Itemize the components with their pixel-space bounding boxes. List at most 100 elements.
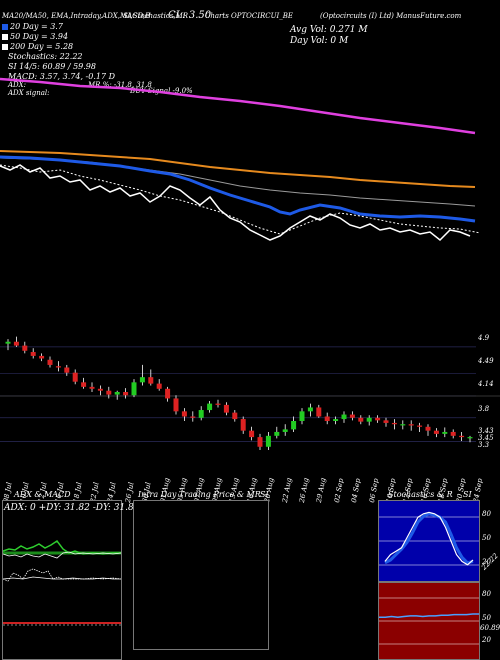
adx-panel-title: ADX & MACD (14, 490, 71, 499)
adx-minus-di (3, 551, 121, 559)
price-tick-5: 3.45 (478, 434, 494, 442)
candlestick-plot (0, 336, 500, 450)
candle-down (13, 341, 19, 346)
legend-ma20: 20 Day = 3.7 (10, 22, 63, 31)
candle-up (467, 437, 473, 439)
intraday-panel (133, 500, 269, 650)
candle-down (358, 417, 364, 422)
legend-ma200: 200 Day = 5.28 (10, 42, 74, 51)
candle-down (459, 435, 465, 438)
candle-up (207, 403, 213, 411)
price-tick-1: 4.49 (478, 357, 494, 365)
candle-down (72, 372, 78, 382)
legend-adx-signal: ADX signal: (8, 89, 50, 97)
stoch-panel-title: Stochastics & R (388, 490, 453, 499)
candle-up (139, 377, 145, 383)
stoch-k-line (384, 511, 474, 566)
candle-down (39, 355, 45, 359)
candles (5, 336, 473, 450)
intraday-si-title: SI (260, 490, 269, 499)
price-tick-2: 4.14 (478, 380, 494, 388)
candle-down (417, 425, 423, 427)
candle-down (64, 367, 70, 373)
date-tick: 26 Aug (297, 477, 311, 504)
candle-up (114, 392, 120, 395)
price-tick-0: 4.9 (478, 334, 490, 342)
day-volume: Day Vol: 0 M (290, 36, 349, 46)
stoch-d-line (384, 512, 474, 565)
candle-down (123, 392, 129, 396)
candle-down (316, 407, 322, 417)
legend-stochastics: Stochastics: 22.22 (8, 52, 83, 61)
candle-up (341, 414, 347, 420)
candle-down (165, 388, 171, 399)
candle-up (5, 341, 11, 344)
stoch-current: 22.22 (480, 551, 500, 572)
candle-down (30, 352, 36, 356)
price-tick-4: 3.43 (478, 427, 494, 435)
candle-down (450, 431, 456, 436)
candle-down (81, 382, 87, 387)
legend-si: SI 14/5: 60.89 / 59.98 (8, 62, 96, 71)
date-tick: 29 Aug (315, 477, 328, 504)
candle-up (333, 419, 339, 421)
candle-down (89, 386, 95, 389)
candle-down (148, 377, 154, 384)
stochastics-panel (378, 500, 480, 582)
ma200-line (0, 77, 476, 135)
candle-down (240, 419, 246, 431)
date-tick: 04 Sep (350, 477, 363, 504)
si-tick-50: 50 (482, 614, 491, 622)
header-stoch-label: SI,Stochastics,MR (123, 12, 189, 20)
candle-down (190, 416, 196, 418)
candle-down (433, 430, 439, 434)
candle-up (299, 411, 305, 421)
candle-up (131, 382, 137, 396)
candle-down (55, 366, 61, 368)
close-price-line (0, 164, 471, 242)
candle-down (249, 430, 255, 438)
stoch-tick-20: 20 (482, 558, 491, 566)
candle-down (232, 412, 238, 420)
candle-down (257, 437, 263, 447)
stoch-si-title: SI (463, 490, 472, 499)
legend-mr-pct: MR %: -31.8, 31.8 (88, 81, 152, 89)
date-tick: 22 Aug (280, 477, 293, 504)
candle-down (181, 411, 187, 417)
candle-up (366, 417, 372, 422)
price-gridlines (0, 346, 500, 442)
candle-up (400, 424, 406, 426)
candle-down (391, 422, 397, 425)
candle-down (173, 398, 179, 412)
candle-down (106, 390, 112, 395)
si-panel (378, 582, 480, 660)
header-close-price: CL: 3.50 (168, 10, 212, 21)
intraday-panel-title: Intra Day Trading Price & MR (138, 490, 261, 499)
ma20-line (0, 155, 476, 223)
macd-line (3, 568, 121, 582)
moving-averages-plot (0, 77, 481, 242)
candle-down (97, 388, 103, 391)
adx-macd-plot (3, 539, 121, 659)
candle-down (408, 424, 414, 426)
candle-up (307, 407, 313, 412)
candle-down (383, 420, 389, 423)
candle-up (282, 429, 288, 432)
candle-down (223, 404, 229, 413)
ma200-swatch (2, 44, 8, 50)
candle-down (47, 359, 53, 365)
candle-up (198, 410, 204, 418)
si-line (379, 613, 479, 618)
ma50-line-orange (0, 150, 476, 188)
candle-up (442, 431, 448, 434)
si-tick-20: 20 (482, 636, 491, 644)
candle-down (324, 416, 330, 421)
si-current: 60.89 (480, 624, 500, 632)
si-plot (379, 597, 479, 645)
date-tick: 02 Sep (332, 477, 345, 504)
header-symbol: Charts OPTOCIRCUI_BE (205, 12, 294, 20)
si-tick-80: 80 (482, 590, 491, 598)
legend-ma50: 50 Day = 3.94 (10, 32, 69, 41)
price-tick-6: 3.3 (478, 441, 490, 449)
candle-down (156, 383, 162, 389)
